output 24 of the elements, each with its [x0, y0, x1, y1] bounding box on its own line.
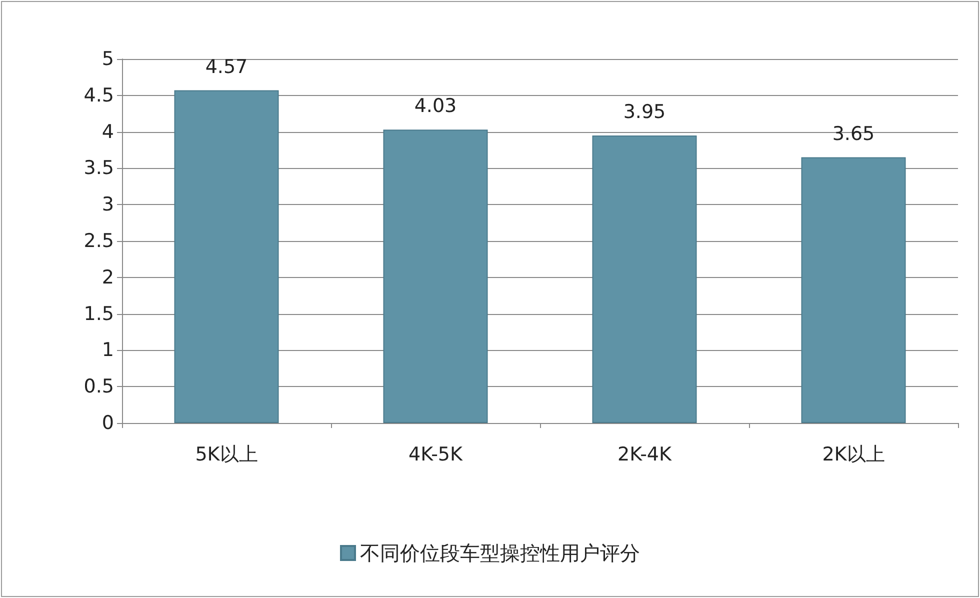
data-label: 4.57: [205, 56, 248, 78]
y-tick-label: 1.5: [84, 302, 114, 325]
y-tick-label: 0: [102, 412, 114, 434]
bar: [174, 90, 279, 423]
y-tick-label: 3: [102, 194, 114, 216]
y-tick-label: 4: [102, 120, 114, 143]
data-label: 4.03: [414, 95, 457, 118]
bar: [383, 130, 488, 423]
data-label: 3.95: [623, 100, 666, 123]
x-tick-label: 2K-4K: [618, 444, 672, 466]
y-tick-label: 2: [102, 266, 114, 288]
x-tick-label: 2K以上: [822, 444, 885, 466]
y-tick-label: 5: [102, 48, 114, 70]
bar: [801, 157, 906, 423]
y-tick-label: 3.5: [84, 157, 114, 180]
y-tick-label: 4.5: [84, 84, 114, 106]
legend-label: 不同价位段车型操控性用户评分: [360, 541, 640, 565]
y-tick-label: 2.5: [84, 230, 114, 252]
x-tick-label: 4K-5K: [408, 444, 464, 466]
y-tick-label: 1: [102, 339, 114, 362]
data-label: 3.65: [832, 122, 875, 145]
y-tick-label: 0.5: [84, 376, 114, 398]
bar: [592, 135, 697, 423]
x-tick-label: 5K以上: [195, 444, 258, 466]
